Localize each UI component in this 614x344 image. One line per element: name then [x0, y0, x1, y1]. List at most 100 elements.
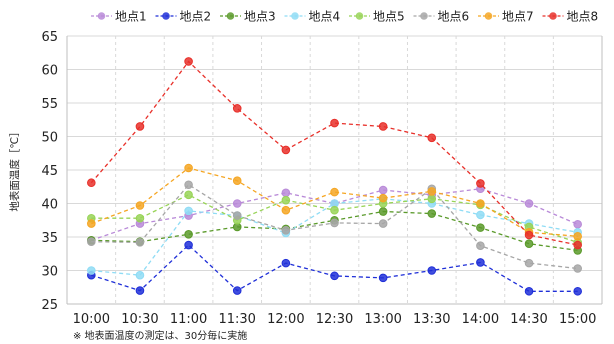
- legend-label: 地点2: [180, 10, 212, 24]
- series-line: [91, 167, 578, 237]
- data-point: [427, 133, 437, 143]
- legend-swatch-marker: [291, 12, 299, 20]
- data-point: [573, 264, 582, 273]
- data-point: [330, 271, 339, 281]
- series-line: [90, 60, 578, 246]
- data-point: [330, 187, 339, 197]
- y-tick-label: 25: [41, 298, 58, 313]
- x-tick-label: 11:30: [218, 312, 255, 327]
- legend-item: 地点5: [349, 10, 405, 24]
- legend-swatch-marker: [420, 12, 428, 20]
- data-point: [135, 213, 145, 223]
- legend-item: 地点3: [220, 10, 276, 24]
- data-point: [135, 201, 145, 210]
- data-point: [232, 211, 242, 220]
- data-point: [378, 219, 388, 228]
- data-point: [232, 104, 242, 113]
- legend-label: 地点1: [115, 10, 147, 24]
- series-line: [91, 198, 578, 276]
- data-point: [573, 219, 582, 229]
- legend-label: 地点4: [309, 10, 341, 24]
- data-point: [476, 241, 485, 251]
- data-point: [281, 145, 291, 155]
- x-tick-label: 10:30: [121, 312, 158, 327]
- x-tick-label: 11:00: [170, 312, 207, 327]
- data-point: [378, 122, 388, 131]
- y-tick-label: 30: [41, 265, 58, 280]
- legend-label: 地点7: [502, 10, 534, 24]
- data-point: [184, 190, 193, 200]
- y-tick-label: 55: [41, 97, 58, 112]
- x-tick-label: 10:00: [73, 312, 110, 327]
- legend-label: 地点5: [373, 10, 405, 24]
- series-line: [91, 188, 578, 241]
- data-point: [330, 205, 339, 215]
- y-tick-label: 50: [41, 131, 58, 146]
- axis-layer: 25 30 35 40 45 50 55 60 65 10:00 10:30 11:00 11:30 12…: [41, 30, 596, 327]
- data-point: [427, 187, 437, 196]
- data-point: [87, 178, 96, 188]
- legend-swatch-marker: [355, 12, 364, 20]
- data-point: [184, 230, 193, 239]
- x-tick-label: 13:30: [413, 312, 450, 327]
- legend-label: 地点6: [438, 10, 470, 24]
- data-point: [378, 185, 388, 195]
- data-point: [232, 286, 242, 295]
- data-point: [330, 218, 339, 228]
- data-point: [524, 199, 534, 208]
- legend-swatch-marker: [226, 12, 235, 20]
- data-point: [524, 239, 534, 248]
- data-point: [427, 266, 437, 275]
- legend-item: 地点7: [478, 10, 534, 24]
- data-point: [184, 240, 193, 250]
- data-point: [573, 240, 582, 250]
- data-point: [476, 223, 485, 232]
- data-point: [281, 226, 291, 235]
- series-layer: [87, 57, 582, 296]
- data-point: [330, 118, 339, 128]
- data-point: [573, 286, 582, 296]
- data-point: [281, 195, 291, 205]
- data-point: [476, 199, 485, 208]
- series-8: [87, 57, 582, 250]
- data-point: [281, 258, 291, 268]
- legend-label: 地点8: [567, 10, 599, 24]
- data-point: [281, 205, 291, 215]
- y-axis-title: 地表面温度［℃］: [8, 126, 21, 211]
- legend-swatch-marker: [162, 12, 170, 20]
- data-point: [378, 193, 388, 203]
- x-tick-label: 15:00: [559, 312, 596, 327]
- data-point: [135, 270, 145, 280]
- series-2: [87, 240, 582, 296]
- data-point: [135, 122, 145, 131]
- data-point: [184, 57, 193, 66]
- data-point: [427, 209, 437, 218]
- data-point: [87, 219, 96, 228]
- data-point: [184, 206, 193, 216]
- legend: 地点1 地点2 地点3 地点4 地点5 地点6 地点7 地点8: [91, 10, 598, 24]
- data-point: [135, 286, 145, 295]
- x-tick-label: 12:00: [267, 312, 304, 327]
- data-point: [184, 180, 193, 190]
- data-point: [87, 237, 96, 246]
- legend-item: 地点6: [413, 10, 470, 24]
- legend-label: 地点3: [244, 10, 276, 24]
- x-tick-label: 14:00: [462, 312, 499, 327]
- y-tick-label: 40: [41, 198, 58, 213]
- legend-swatch-marker: [549, 12, 557, 20]
- data-point: [476, 179, 485, 188]
- data-point: [573, 232, 582, 241]
- legend-item: 地点1: [91, 10, 147, 24]
- data-point: [476, 210, 485, 220]
- grid-layer: [66, 35, 603, 305]
- x-tick-label: 12:30: [316, 312, 353, 327]
- footnote: ※ 地表面温度の測定は、30分毎に実施: [73, 329, 247, 342]
- y-tick-label: 60: [41, 64, 58, 79]
- y-tick-label: 65: [41, 30, 58, 45]
- data-point: [476, 258, 485, 267]
- data-point: [232, 199, 242, 208]
- data-point: [232, 176, 242, 186]
- data-point: [524, 286, 534, 296]
- data-point: [524, 258, 534, 268]
